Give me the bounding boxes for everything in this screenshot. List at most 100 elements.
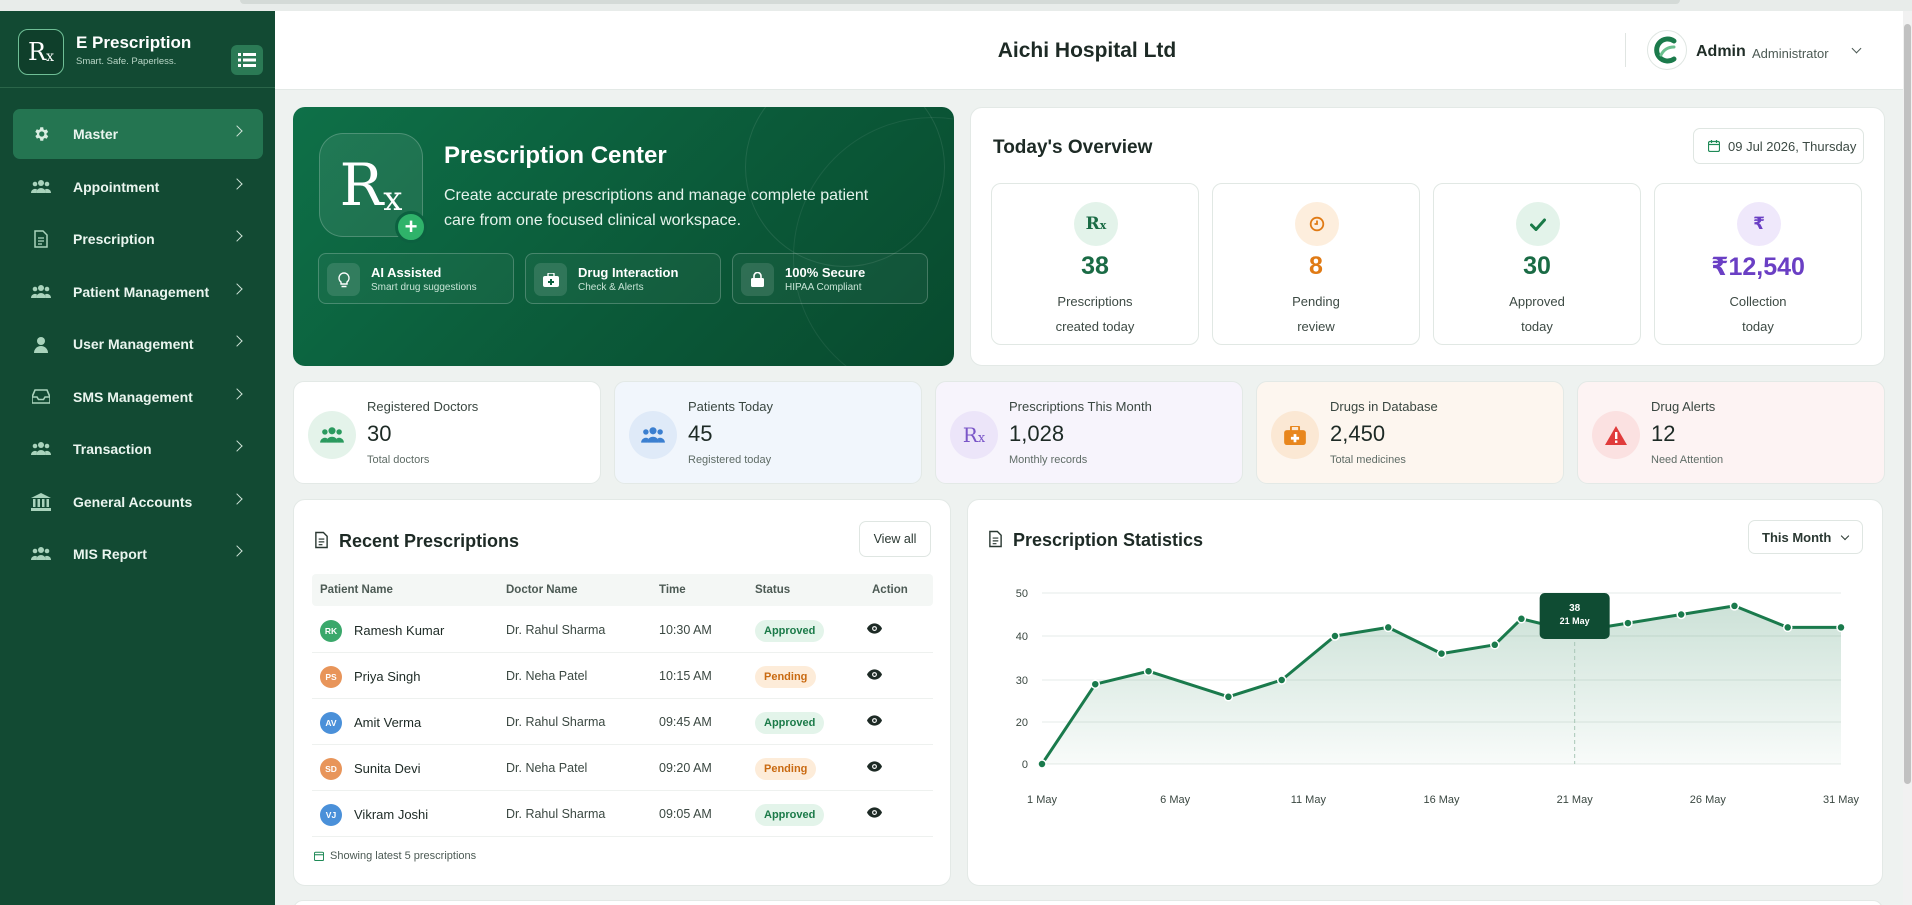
eye-icon[interactable]: [867, 669, 882, 680]
table-row[interactable]: AV Amit Verma Dr. Rahul Sharma 09:45 AM …: [312, 699, 933, 745]
overview-tile-collection[interactable]: ₹ ₹12,540 Collection today: [1654, 183, 1862, 345]
patient-name: Sunita Devi: [354, 761, 421, 776]
scrollbar[interactable]: [1903, 11, 1912, 905]
sidebar-item-user-management[interactable]: User Management: [13, 319, 263, 369]
stat-label: Prescriptions This Month: [1009, 399, 1152, 414]
x-tick-label: 1 May: [1027, 794, 1057, 806]
banner-title: Prescription Center: [444, 142, 667, 169]
rupee-icon: ₹: [1737, 202, 1781, 246]
overview-tile-pending[interactable]: 8 Pending review: [1212, 183, 1420, 345]
sidebar-item-sms-management[interactable]: SMS Management: [13, 372, 263, 422]
table-header: Patient Name Doctor Name Time Status Act…: [312, 574, 933, 606]
range-value: This Month: [1762, 529, 1832, 545]
banner-description: Create accurate prescriptions and manage…: [444, 187, 869, 229]
eye-icon[interactable]: [867, 761, 882, 772]
data-point: [1516, 614, 1527, 624]
menu-toggle-button[interactable]: [231, 45, 263, 75]
line-chart[interactable]: 0 20 30 40 50 1 May 6 May 11 May 16 May 21 May 26 …: [968, 500, 1883, 886]
tile-sublabel: created today: [1055, 319, 1135, 334]
doctors-icon: [308, 411, 356, 459]
stat-value: 1,028: [1009, 421, 1065, 446]
stat-card-drug-alerts[interactable]: Drug Alerts 12 Need Attention: [1577, 381, 1885, 484]
data-point: [1276, 675, 1287, 685]
data-point: [1143, 666, 1154, 676]
eye-icon[interactable]: [867, 623, 882, 634]
sidebar-item-transaction[interactable]: Transaction: [13, 424, 263, 474]
user-name[interactable]: Admin: [1696, 43, 1746, 60]
users-icon: [31, 440, 51, 458]
sidebar-item-label: Appointment: [73, 178, 160, 195]
overview-title: Today's Overview: [993, 137, 1153, 158]
stat-value: 30: [367, 421, 392, 446]
doctor-name: Dr. Rahul Sharma: [506, 623, 606, 637]
time: 09:05 AM: [659, 807, 712, 821]
feature-title: 100% Secure: [785, 265, 866, 280]
stat-label: Drugs in Database: [1330, 399, 1438, 414]
sidebar-item-general-accounts[interactable]: General Accounts: [13, 477, 263, 527]
data-point: [1223, 692, 1234, 702]
stat-card-prescriptions-month[interactable]: Rx Prescriptions This Month 1,028 Monthl…: [935, 381, 1243, 484]
sidebar-item-appointment[interactable]: Appointment: [13, 162, 263, 212]
column-header[interactable]: Doctor Name: [506, 584, 578, 596]
chevron-right-icon: [231, 545, 243, 557]
y-tick-label: 40: [1016, 631, 1028, 643]
user-icon: [31, 335, 51, 353]
eye-icon[interactable]: [867, 807, 882, 818]
scrollbar-thumb[interactable]: [1904, 24, 1911, 784]
sidebar-item-prescription[interactable]: Prescription: [13, 214, 263, 264]
status-badge: Pending: [755, 758, 817, 780]
feature-subtitle: HIPAA Compliant: [785, 282, 862, 293]
stat-card-drugs[interactable]: Drugs in Database 2,450 Total medicines: [1256, 381, 1564, 484]
patients-icon: [629, 411, 677, 459]
avatar[interactable]: [1647, 30, 1687, 70]
medkit-icon: [534, 263, 567, 296]
todays-overview-card: Today's Overview 09 Jul 2026, Thursday R…: [970, 107, 1885, 366]
users-icon: [31, 545, 51, 563]
stat-card-patients[interactable]: Patients Today 45 Registered today: [614, 381, 922, 484]
x-tick-label: 21 May: [1557, 794, 1594, 806]
browser-top-strip: [0, 0, 1912, 11]
x-tick-label: 11 May: [1291, 794, 1327, 806]
column-header[interactable]: Status: [755, 584, 791, 596]
time: 09:45 AM: [659, 715, 712, 729]
stat-sublabel: Monthly records: [1009, 454, 1088, 466]
stat-sublabel: Registered today: [688, 454, 772, 466]
sidebar-item-label: Patient Management: [73, 283, 210, 300]
sidebar-item-label: MIS Report: [73, 546, 147, 562]
column-header[interactable]: Time: [659, 584, 686, 596]
document-icon: [31, 230, 51, 248]
table-row[interactable]: PS Priya Singh Dr. Neha Patel 10:15 AM P…: [312, 653, 933, 699]
inbox-icon: [31, 388, 51, 406]
feature-subtitle: Smart drug suggestions: [371, 282, 477, 293]
series-line: [1040, 604, 1841, 765]
y-tick-label: 30: [1016, 675, 1028, 687]
date-picker[interactable]: 09 Jul 2026, Thursday: [1693, 128, 1864, 164]
doctor-name: Dr. Neha Patel: [506, 669, 588, 683]
tile-label: Approved: [1509, 294, 1565, 309]
range-select[interactable]: This Month: [1748, 520, 1863, 554]
tile-value: ₹12,540: [1711, 253, 1805, 281]
sidebar-item-mis-report[interactable]: MIS Report: [13, 529, 263, 579]
table-row[interactable]: SD Sunita Devi Dr. Neha Patel 09:20 AM P…: [312, 745, 933, 791]
doctor-name: Dr. Rahul Sharma: [506, 715, 606, 729]
overview-tile-approved[interactable]: 30 Approved today: [1433, 183, 1641, 345]
column-header[interactable]: Action: [872, 584, 908, 596]
brand-subtitle: Smart. Safe. Paperless.: [76, 56, 177, 67]
tooltip-box: [1539, 593, 1610, 639]
column-header[interactable]: Patient Name: [320, 584, 393, 596]
data-point: [1090, 679, 1101, 689]
data-point: [1330, 631, 1340, 641]
sidebar-item-master[interactable]: Master: [13, 109, 263, 159]
top-header: Aichi Hospital Ltd Admin Administrator: [275, 11, 1903, 90]
add-prescription-button[interactable]: +: [395, 211, 427, 243]
table-row[interactable]: RK Ramesh Kumar Dr. Rahul Sharma 10:30 A…: [312, 607, 933, 653]
table-row[interactable]: VJ Vikram Joshi Dr. Rahul Sharma 09:05 A…: [312, 791, 933, 837]
chevron-right-icon: [231, 230, 243, 242]
sidebar-item-patient-management[interactable]: Patient Management: [13, 267, 263, 317]
eye-icon[interactable]: [867, 715, 882, 726]
stat-card-doctors[interactable]: Registered Doctors 30 Total doctors: [293, 381, 601, 484]
overview-tile-prescriptions[interactable]: Rx 38 Prescriptions created today: [991, 183, 1199, 345]
view-all-button[interactable]: View all: [859, 521, 931, 557]
